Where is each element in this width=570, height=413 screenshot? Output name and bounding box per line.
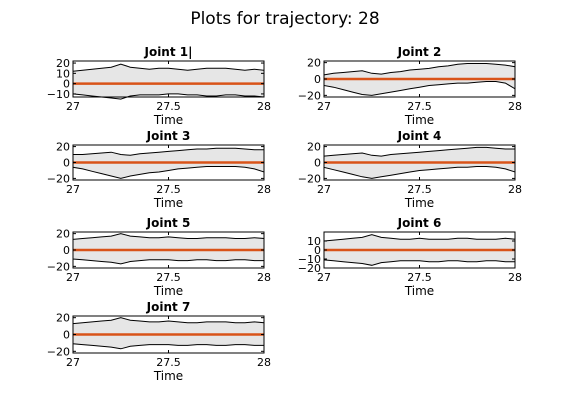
xaxis-label-joint-6: Time [404,284,434,298]
xtick-label: 28 [257,100,271,113]
confidence-band-joint-1 [72,63,265,100]
xtick-label: 28 [257,183,271,196]
xtick-label: 28 [508,271,522,284]
figure-title: Plots for trajectory: 28 [190,9,379,29]
subplot-title-joint-5: Joint 5 [146,216,191,230]
ytick-label: 20 [307,141,321,154]
xaxis-label-joint-1: Time [153,113,183,127]
xaxis-label-joint-4: Time [404,196,434,210]
subplot-title-joint-4: Joint 4 [397,129,442,143]
subplot-title-joint-3: Joint 3 [146,129,191,143]
subplot-title-joint-7: Joint 7 [146,300,191,314]
xtick-label: 27.5 [156,356,181,369]
ytick-label: −20 [298,172,321,185]
xtick-label: 27 [66,356,80,369]
ytick-label: 0 [314,244,321,257]
subplot-title-joint-6: Joint 6 [397,216,442,230]
xtick-label: 27 [317,271,331,284]
ytick-label: 0 [63,244,70,257]
ytick-label: −10 [298,253,321,266]
subplot-title-joint-1: Joint 1| [143,45,192,59]
xtick-label: 27 [66,100,80,113]
xtick-label: 27.5 [407,100,432,113]
ytick-label: −20 [298,89,321,102]
ytick-label: 10 [307,235,321,248]
xaxis-label-joint-7: Time [153,369,183,383]
xtick-label: 27 [66,271,80,284]
xtick-label: 28 [257,356,271,369]
xtick-label: 28 [257,271,271,284]
ytick-label: 0 [63,78,70,91]
ytick-label: −20 [47,345,70,358]
ytick-label: 20 [56,141,70,154]
ytick-label: 20 [56,312,70,325]
xtick-label: 27 [317,183,331,196]
xaxis-label-joint-3: Time [153,196,183,210]
xtick-label: 28 [508,183,522,196]
ytick-label: −20 [298,262,321,275]
xtick-label: 27.5 [156,183,181,196]
xtick-label: 28 [508,100,522,113]
xtick-label: 27 [66,183,80,196]
ytick-label: 0 [314,157,321,170]
ytick-label: −20 [47,260,70,273]
ytick-label: 10 [56,67,70,80]
xaxis-label-joint-2: Time [404,113,434,127]
ytick-label: −10 [47,88,70,101]
xtick-label: 27.5 [156,100,181,113]
ytick-label: 0 [314,73,321,86]
ytick-label: −20 [47,172,70,185]
subplot-title-joint-2: Joint 2 [397,45,442,59]
ytick-label: 20 [56,228,70,241]
ytick-label: 0 [63,329,70,342]
ytick-label: 20 [307,57,321,70]
xaxis-label-joint-5: Time [153,284,183,298]
ytick-label: 0 [63,157,70,170]
xtick-label: 27.5 [156,271,181,284]
xtick-label: 27.5 [407,183,432,196]
xtick-label: 27.5 [407,271,432,284]
xtick-label: 27 [317,100,331,113]
ytick-label: 20 [56,57,70,70]
